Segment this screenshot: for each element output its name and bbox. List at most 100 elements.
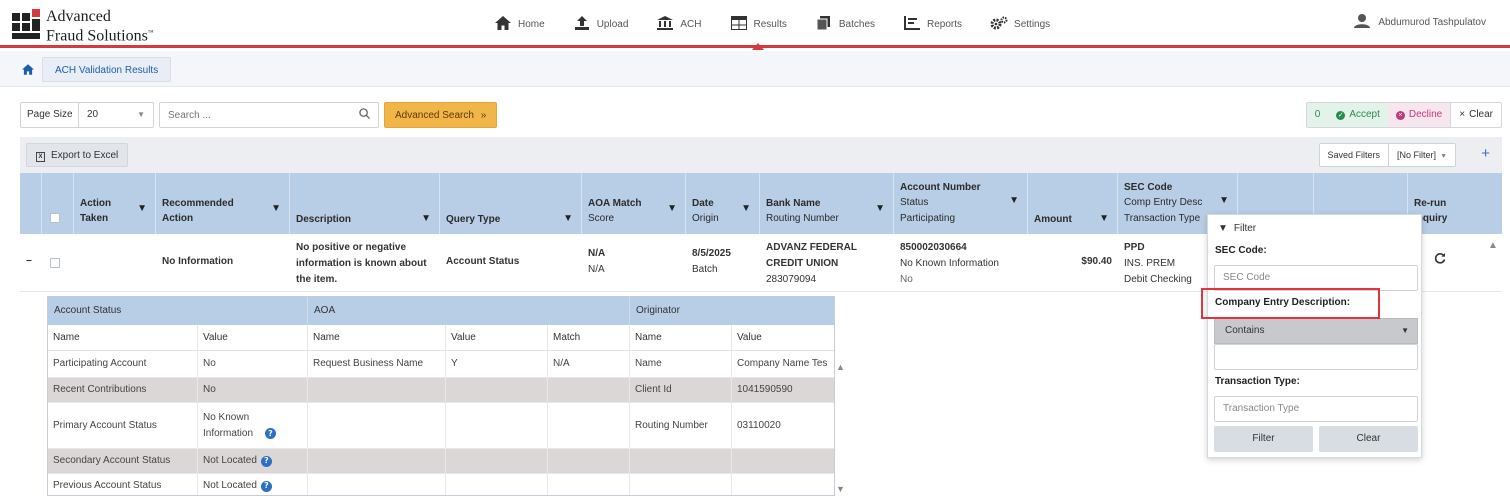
bank-name-l1: ADVANZ FEDERAL <box>766 242 857 253</box>
filter-icon[interactable]: ▼ <box>875 203 885 214</box>
info-icon[interactable]: ? <box>265 428 276 439</box>
search-icon[interactable] <box>359 108 370 122</box>
nav-batches[interactable]: Batches <box>815 14 875 34</box>
detail-aoa-match: N/A <box>548 351 630 377</box>
logo[interactable]: Advanced Fraud Solutions™ <box>12 9 154 44</box>
logo-tm: ™ <box>147 30 154 36</box>
th-extra-2 <box>1314 173 1408 234</box>
detail-orig-name <box>630 474 732 495</box>
detail-name: Participating Account <box>48 351 198 377</box>
sec-code-input[interactable]: SEC Code <box>1214 265 1418 291</box>
filter-icon[interactable]: ▼ <box>421 213 431 224</box>
nav-settings[interactable]: Settings <box>990 14 1050 34</box>
rerun-icon[interactable] <box>1428 234 1458 292</box>
th-query-type[interactable]: Query Type ▼ <box>440 173 582 234</box>
add-filter-icon[interactable]: + <box>1481 145 1490 162</box>
home-icon <box>494 15 512 33</box>
detail-value-cell: Not Located? <box>198 474 308 495</box>
detail-value-cell: No Known Information? <box>198 403 308 448</box>
nav-home[interactable]: Home <box>494 14 545 34</box>
filter-icon[interactable]: ▼ <box>563 213 573 224</box>
query-type-value: Account Status <box>446 256 520 267</box>
filter-icon[interactable]: ▼ <box>1009 195 1019 206</box>
saved-filter-select[interactable]: [No Filter] ▼ <box>1388 144 1455 166</box>
saved-filters-button[interactable]: Saved Filters <box>1327 150 1381 160</box>
upload-icon <box>573 15 591 33</box>
select-all-checkbox[interactable] <box>50 213 60 223</box>
th-extra-1 <box>1238 173 1314 234</box>
filter-icon[interactable]: ▼ <box>741 203 751 214</box>
nav-reports[interactable]: Reports <box>903 14 962 34</box>
nav-upload[interactable]: Upload <box>573 14 628 34</box>
company-entry-desc-input[interactable] <box>1214 344 1418 370</box>
logo-mark-icon <box>12 9 42 39</box>
saved-filters-group: Saved Filters [No Filter] ▼ <box>1318 143 1456 167</box>
th-account[interactable]: Account Number Status Participating ▼ <box>894 173 1028 234</box>
results-toolbar: Page Size 20 ▼ Advanced Search » 0 ✓Acce… <box>20 102 1502 130</box>
th-aoa-match[interactable]: AOA Match Score ▼ <box>582 173 686 234</box>
th-recommended-action[interactable]: Recommended Action ▼ <box>156 173 290 234</box>
advanced-search-button[interactable]: Advanced Search » <box>384 102 498 128</box>
clear-button[interactable]: × Clear <box>1450 103 1501 127</box>
collapse-icon[interactable]: − <box>26 256 32 267</box>
th-description[interactable]: Description ▼ <box>290 173 440 234</box>
th-action-taken[interactable]: Action Taken ▼ <box>74 173 156 234</box>
top-navbar: Advanced Fraud Solutions™ Home Upload AC… <box>0 0 1510 48</box>
filter-icon[interactable]: ▼ <box>1219 195 1229 206</box>
scroll-up-icon[interactable]: ▲ <box>1488 240 1498 251</box>
filter-icon[interactable]: ▼ <box>137 203 147 214</box>
query-type-cell: Account Status <box>440 234 582 292</box>
user-menu[interactable]: Abdumurod Tashpulatov <box>1354 14 1486 31</box>
export-bar: X Export to Excel Saved Filters [No Filte… <box>20 137 1502 173</box>
account-cell: 850002030664 No Known Information No <box>894 234 1028 292</box>
col-value: Value <box>198 325 308 351</box>
apply-filter-button[interactable]: Filter <box>1214 426 1313 452</box>
info-icon[interactable]: ? <box>260 480 272 492</box>
user-icon <box>1354 14 1371 31</box>
x-circle-icon: × <box>1395 111 1405 120</box>
account-participating: No <box>900 274 913 285</box>
th-description-label: Description <box>296 214 352 225</box>
nav-reports-label: Reports <box>927 18 963 30</box>
clear-filter-button[interactable]: Clear <box>1319 426 1418 452</box>
page-size-select[interactable]: 20 ▼ <box>78 102 154 128</box>
detail-name: Secondary Account Status <box>48 449 198 473</box>
filter-icon[interactable]: ▼ <box>667 203 677 214</box>
filter-icon[interactable]: ▼ <box>1099 213 1109 224</box>
advanced-search-label: Advanced Search <box>395 110 474 121</box>
detail-aoa-name: Request Business Name <box>308 351 446 377</box>
main-nav: Home Upload ACH Results Batches <box>494 14 1078 34</box>
description-l2: information is known about <box>296 258 427 269</box>
th-bank[interactable]: Bank Name Routing Number ▼ <box>760 173 894 234</box>
group-account-status: Account Status <box>48 297 308 325</box>
nav-ach[interactable]: ACH <box>656 14 702 34</box>
recommended-action-value: No Information <box>162 256 234 267</box>
th-bank-l2: Routing Number <box>766 213 839 224</box>
search-input[interactable] <box>160 103 340 127</box>
col-orig-name: Name <box>630 325 732 351</box>
th-expand <box>20 173 42 234</box>
th-sec-code[interactable]: SEC Code Comp Entry Desc Transaction Typ… <box>1118 173 1238 234</box>
detail-aoa-name <box>308 449 446 473</box>
info-icon[interactable]: ? <box>260 455 272 467</box>
filter-icon[interactable]: ▼ <box>271 203 281 214</box>
description-cell: No positive or negative information is k… <box>290 234 440 292</box>
export-excel-button[interactable]: X Export to Excel <box>26 143 129 167</box>
date-value: 8/5/2025 <box>692 248 731 259</box>
detail-value-cell: Not Located? <box>198 449 308 473</box>
decline-button[interactable]: × Decline <box>1387 103 1451 127</box>
table-icon <box>730 15 748 33</box>
details-scroll-up-icon[interactable]: ▲ <box>836 362 845 372</box>
th-date[interactable]: Date Origin ▼ <box>686 173 760 234</box>
details-row: Participating Account No Request Busines… <box>48 351 834 378</box>
company-entry-desc-operator[interactable]: Contains ▼ <box>1214 318 1418 344</box>
nav-results[interactable]: Results <box>730 14 787 34</box>
row-checkbox[interactable] <box>50 258 60 268</box>
th-amount[interactable]: Amount ▼ <box>1028 173 1118 234</box>
accept-button[interactable]: ✓ Accept <box>1328 103 1388 127</box>
transaction-type-input[interactable]: Transaction Type <box>1214 396 1418 422</box>
breadcrumb-tab[interactable]: ACH Validation Results <box>42 57 172 82</box>
company-entry-desc-label: Company Entry Description: <box>1215 297 1351 308</box>
details-scroll-down-icon[interactable]: ▼ <box>836 484 845 494</box>
breadcrumb-home-icon[interactable] <box>16 59 40 79</box>
